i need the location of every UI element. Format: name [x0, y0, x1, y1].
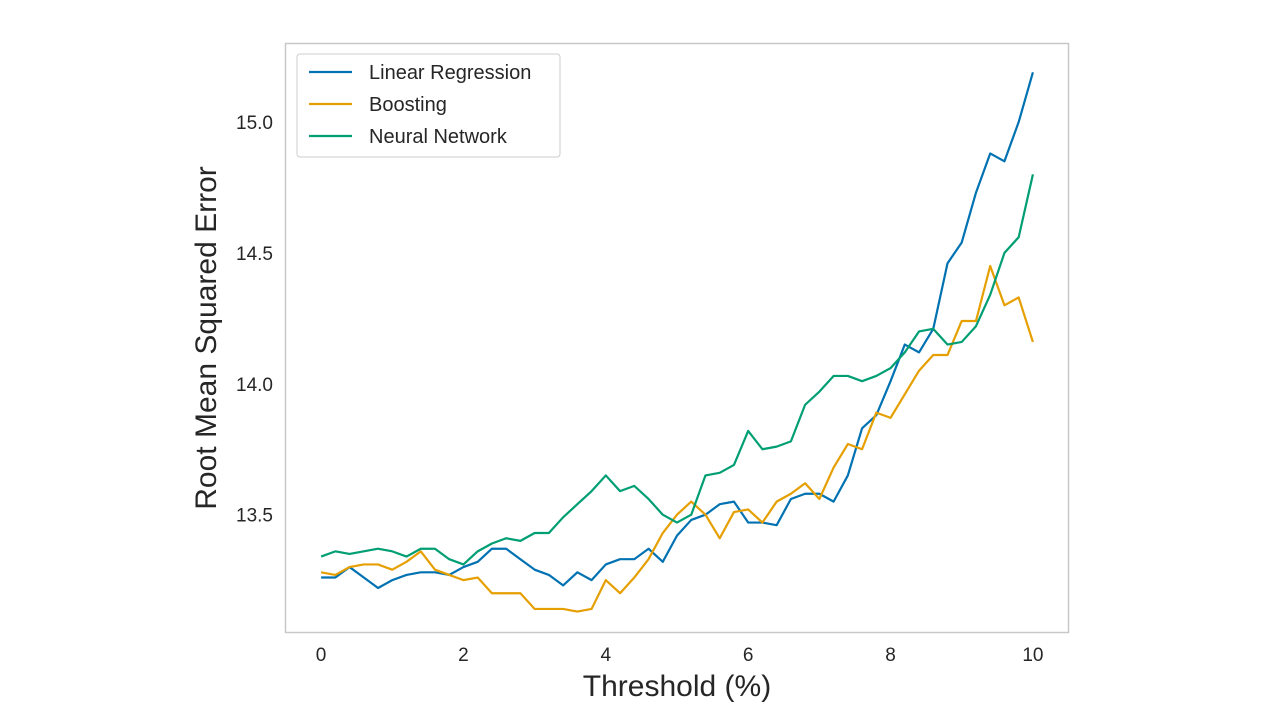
series-lines — [320, 71, 1034, 613]
legend-label: Neural Network — [369, 126, 508, 148]
x-tick-label: 2 — [458, 645, 469, 666]
legend-label: Linear Regression — [369, 62, 531, 84]
series-line-boosting — [320, 264, 1034, 613]
series-line-neural-network — [320, 174, 1034, 566]
y-tick-label: 13.5 — [236, 506, 273, 527]
y-tick-label: 14.0 — [236, 375, 273, 396]
x-axis-label: Threshold (%) — [583, 670, 771, 703]
legend: Linear Regression Boosting Neural Network — [296, 53, 561, 158]
x-tick-label: 8 — [885, 645, 896, 666]
series-line-linear-regression — [321, 71, 1034, 590]
legend-box — [296, 53, 561, 158]
x-tick-labels: 0 2 4 6 8 10 — [316, 645, 1044, 666]
y-axis-label: Root Mean Squared Error — [190, 166, 223, 510]
y-tick-label: 14.5 — [236, 244, 273, 265]
x-tick-label: 6 — [743, 645, 754, 666]
y-tick-label: 15.0 — [236, 113, 273, 134]
y-tick-labels: 13.5 14.0 14.5 15.0 — [236, 113, 273, 527]
x-tick-label: 0 — [316, 645, 327, 666]
x-tick-label: 10 — [1022, 645, 1043, 666]
x-tick-label: 4 — [601, 645, 612, 666]
legend-label: Boosting — [369, 94, 447, 116]
